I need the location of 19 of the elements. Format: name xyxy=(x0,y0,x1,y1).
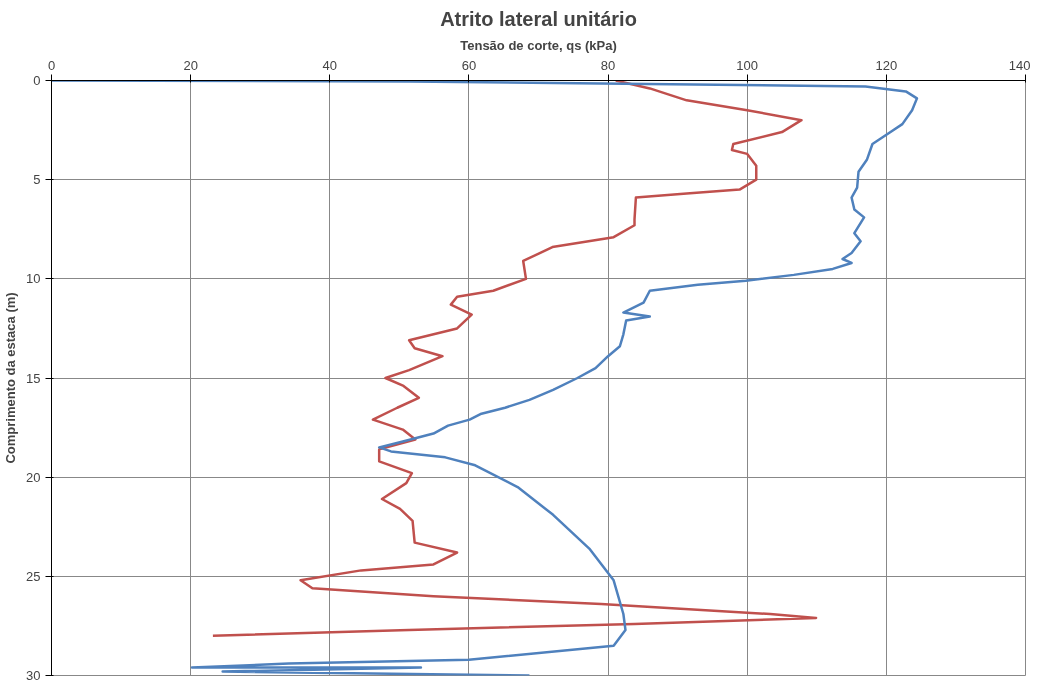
y-tick-label: 30 xyxy=(26,668,41,683)
y-tick-label: 20 xyxy=(26,469,41,485)
y-tick-label: 10 xyxy=(26,271,41,287)
y-axis-title: Comprimento da estaca (m) xyxy=(3,292,19,464)
y-tick-label: 25 xyxy=(26,568,41,584)
chart-title: Atrito lateral unitário xyxy=(440,7,637,30)
x-axis-title: Tensão de corte, qs (kPa) xyxy=(460,37,617,53)
x-tick-label: 0 xyxy=(47,57,56,73)
x-tick-label: 80 xyxy=(600,57,616,73)
y-tick-label: 0 xyxy=(33,73,41,88)
x-tick-label: 140 xyxy=(1008,57,1031,73)
x-tick-label: 20 xyxy=(183,57,198,73)
x-tick-label: 40 xyxy=(322,57,338,73)
x-tick-label: 100 xyxy=(736,57,759,73)
x-tick-label: 120 xyxy=(875,57,898,73)
line-series xyxy=(211,80,818,638)
y-tick-label: 15 xyxy=(26,370,41,386)
y-tick-label: 5 xyxy=(33,172,41,188)
x-tick-label: 60 xyxy=(461,57,477,73)
